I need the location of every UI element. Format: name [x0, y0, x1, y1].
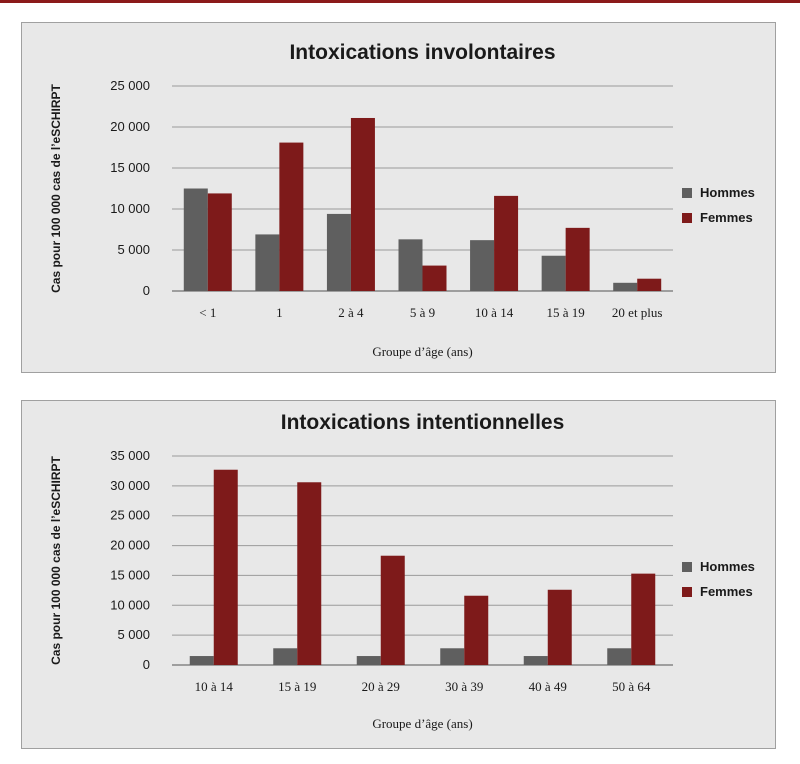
legend-swatch-hommes: [682, 562, 692, 572]
bar-hommes: [273, 648, 298, 665]
y-axis-label: Cas pour 100 000 cas de l’eSCHIRPT: [49, 83, 63, 292]
chart-intentionnelles: Intoxications intentionnelles 0 5 000 10 00…: [49, 411, 755, 731]
bar-hommes: [183, 188, 208, 291]
bar-femmes: [637, 278, 662, 291]
bar-femmes: [422, 265, 447, 291]
x-tick-label: 30 à 39: [445, 679, 483, 694]
bar-femmes: [213, 469, 238, 665]
x-axis-label: Groupe d’âge (ans): [372, 344, 472, 359]
bar-femmes: [350, 117, 375, 291]
y-tick-label: 10 000: [110, 201, 150, 216]
y-tick-label: 5 000: [117, 627, 150, 642]
bar-hommes: [541, 255, 566, 291]
bar-hommes: [440, 648, 465, 665]
chart-title: Intoxications intentionnelles: [281, 411, 565, 434]
chart-title: Intoxications involontaires: [289, 41, 555, 64]
bar-femmes: [464, 595, 489, 665]
x-tick-label: 20 et plus: [612, 305, 663, 320]
x-tick-label: 40 à 49: [529, 679, 567, 694]
bar-femmes: [380, 555, 405, 665]
bar-femmes: [547, 589, 572, 665]
legend-label-hommes: Hommes: [700, 559, 755, 574]
bar-femmes: [207, 193, 232, 291]
y-tick-label: 5 000: [117, 242, 150, 257]
y-tick-label: 15 000: [110, 567, 150, 582]
chart-involontaires: Intoxications involontaires 0 5 000 10 000 1…: [49, 41, 755, 359]
y-tick-label: 20 000: [110, 538, 150, 553]
x-tick-label: 15 à 19: [278, 679, 316, 694]
x-tick-label: 10 à 14: [195, 679, 234, 694]
y-axis-label: Cas pour 100 000 cas de l’eSCHIRPT: [49, 455, 63, 664]
bar-hommes: [523, 656, 548, 665]
y-tick-label: 15 000: [110, 160, 150, 175]
y-tick-label: 35 000: [110, 448, 150, 463]
bar-femmes: [494, 195, 519, 291]
bar-femmes: [565, 227, 590, 291]
legend-swatch-hommes: [682, 188, 692, 198]
bar-hommes: [356, 656, 381, 665]
bar-hommes: [470, 240, 495, 291]
legend-label-hommes: Hommes: [700, 185, 755, 200]
top-rule: [0, 0, 800, 3]
chart-panel-intentionnelles: Intoxications intentionnelles 0 5 000 10 00…: [21, 400, 776, 749]
y-tick-label: 25 000: [110, 78, 150, 93]
legend-label-femmes: Femmes: [700, 210, 753, 225]
bar-hommes: [326, 213, 351, 291]
y-tick-label: 30 000: [110, 478, 150, 493]
x-tick-label: < 1: [199, 305, 216, 320]
bar-femmes: [631, 573, 656, 665]
x-tick-label: 10 à 14: [475, 305, 514, 320]
legend-swatch-femmes: [682, 587, 692, 597]
y-tick-label: 20 000: [110, 119, 150, 134]
legend-swatch-femmes: [682, 213, 692, 223]
bar-hommes: [613, 282, 638, 291]
y-tick-label: 0: [143, 283, 150, 298]
x-tick-label: 1: [276, 305, 283, 320]
bar-femmes: [297, 482, 322, 665]
y-tick-label: 0: [143, 657, 150, 672]
x-axis-label: Groupe d’âge (ans): [372, 716, 472, 731]
x-tick-label: 2 à 4: [338, 305, 364, 320]
bar-hommes: [398, 239, 423, 291]
bar-hommes: [189, 656, 214, 665]
x-tick-label: 5 à 9: [410, 305, 435, 320]
y-tick-label: 10 000: [110, 597, 150, 612]
x-tick-label: 50 à 64: [612, 679, 651, 694]
x-tick-label: 15 à 19: [547, 305, 585, 320]
bar-hommes: [607, 648, 632, 665]
chart-panel-involontaires: Intoxications involontaires 0 5 000 10 000 1…: [21, 22, 776, 373]
y-tick-label: 25 000: [110, 508, 150, 523]
legend-label-femmes: Femmes: [700, 584, 753, 599]
bar-hommes: [255, 234, 280, 291]
x-tick-label: 20 à 29: [362, 679, 400, 694]
bar-femmes: [279, 142, 304, 291]
